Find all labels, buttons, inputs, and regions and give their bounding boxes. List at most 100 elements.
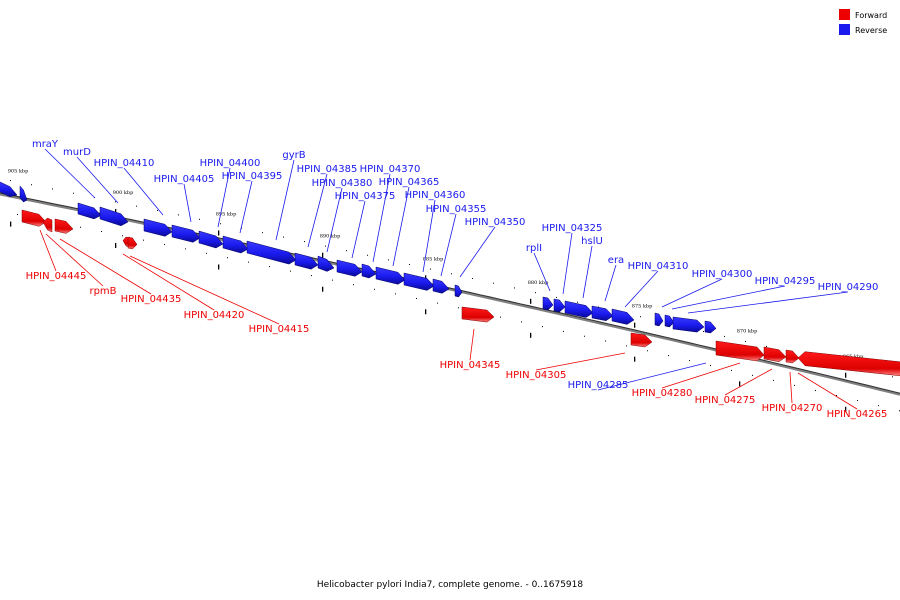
reverse-gene-arrow[interactable]: [77, 202, 102, 220]
minor-tick-below: [185, 248, 186, 250]
minor-tick-below: [563, 330, 564, 332]
feature-label[interactable]: gyrB: [282, 150, 305, 161]
reverse-gene-arrow[interactable]: [246, 240, 297, 265]
reverse-gene-arrow[interactable]: [198, 230, 224, 249]
reverse-gene-arrow[interactable]: [591, 305, 614, 321]
feature-label[interactable]: HPIN_04265: [827, 409, 888, 420]
forward-gene-arrow[interactable]: [763, 346, 787, 362]
reverse-gene-arrow[interactable]: [0, 181, 18, 197]
minor-tick-below: [143, 239, 144, 241]
reverse-gene-arrow[interactable]: [672, 316, 705, 333]
feature-label[interactable]: HPIN_04270: [762, 403, 823, 414]
minor-tick-above: [262, 232, 263, 234]
feature-label[interactable]: HPIN_04370: [360, 164, 421, 175]
major-tick-below: [845, 406, 847, 412]
feature-label[interactable]: murD: [63, 147, 91, 158]
feature-label[interactable]: HPIN_04420: [184, 310, 245, 321]
reverse-gene-arrow[interactable]: [171, 224, 201, 243]
feature-label[interactable]: HPIN_04360: [405, 190, 466, 201]
reverse-gene-arrow[interactable]: [664, 314, 675, 328]
feature-label[interactable]: HPIN_04415: [249, 324, 310, 335]
feature-label[interactable]: HPIN_04395: [222, 171, 283, 182]
minor-tick-above: [640, 316, 641, 318]
minor-tick-below: [542, 326, 543, 328]
forward-gene-arrow[interactable]: [461, 306, 495, 323]
reverse-gene-arrow[interactable]: [375, 266, 406, 285]
feature-label[interactable]: HPIN_04280: [632, 388, 693, 399]
feature-label[interactable]: HPIN_04385: [297, 164, 358, 175]
leader-line: [217, 167, 231, 228]
feature-label[interactable]: HPIN_04355: [426, 204, 487, 215]
minor-tick-below: [794, 384, 795, 386]
reverse-gene-arrow[interactable]: [294, 252, 319, 270]
minor-tick-above: [451, 273, 452, 275]
minor-tick-above: [367, 254, 368, 256]
major-tick-below: [634, 356, 636, 362]
feature-label[interactable]: HPIN_04400: [200, 158, 261, 169]
feature-label[interactable]: mraY: [32, 139, 59, 150]
forward-gene-arrow[interactable]: [797, 351, 900, 377]
minor-tick-above: [115, 201, 116, 203]
reverse-gene-arrow[interactable]: [454, 284, 463, 298]
feature-label[interactable]: HPIN_04345: [440, 360, 501, 371]
feature-label[interactable]: HPIN_04375: [335, 191, 396, 202]
minor-tick-below: [668, 355, 669, 357]
feature-label[interactable]: HPIN_04300: [692, 269, 753, 280]
minor-tick-below: [647, 350, 648, 352]
minor-tick-below: [290, 270, 291, 272]
leader-line: [535, 352, 626, 371]
leader-line: [307, 173, 328, 248]
feature-label[interactable]: HPIN_04305: [506, 370, 567, 381]
minor-tick-below: [80, 226, 81, 228]
forward-gene-arrow[interactable]: [785, 349, 800, 364]
scale-label: 880 kbp: [528, 280, 549, 286]
reverse-gene-arrow[interactable]: [553, 298, 566, 313]
feature-label[interactable]: HPIN_04410: [94, 158, 155, 169]
feature-label[interactable]: hslU: [581, 236, 603, 247]
leader-line: [671, 285, 786, 310]
feature-label[interactable]: HPIN_04295: [755, 276, 816, 287]
forward-gene-arrow[interactable]: [715, 340, 765, 362]
feature-label[interactable]: HPIN_04445: [26, 271, 87, 282]
reverse-gene-arrow[interactable]: [432, 278, 450, 294]
minor-tick-below: [248, 261, 249, 263]
feature-label[interactable]: HPIN_04325: [542, 223, 603, 234]
feature-label[interactable]: HPIN_04435: [121, 294, 182, 305]
feature-label[interactable]: HPIN_04275: [695, 395, 756, 406]
minor-tick-above: [535, 292, 536, 294]
reverse-gene-arrow[interactable]: [336, 259, 363, 277]
feature-label[interactable]: HPIN_04405: [154, 174, 215, 185]
reverse-gene-arrow[interactable]: [317, 255, 335, 272]
reverse-gene-arrow[interactable]: [99, 206, 129, 227]
feature-label[interactable]: HPIN_04380: [312, 178, 373, 189]
feature-label[interactable]: rplI: [526, 243, 542, 254]
forward-gene-arrow[interactable]: [21, 209, 47, 227]
feature-label[interactable]: era: [608, 255, 624, 266]
reverse-gene-arrow[interactable]: [143, 218, 173, 237]
feature-label[interactable]: HPIN_04350: [465, 217, 526, 228]
reverse-gene-arrow[interactable]: [654, 312, 664, 327]
feature-label[interactable]: HPIN_04365: [379, 177, 440, 188]
feature-label[interactable]: HPIN_04310: [628, 261, 689, 272]
reverse-legend-label: Reverse: [855, 26, 887, 35]
reverse-gene-arrow[interactable]: [704, 320, 717, 334]
feature-label[interactable]: rpmB: [89, 286, 116, 297]
reverse-gene-arrow[interactable]: [222, 235, 249, 254]
reverse-gene-arrow[interactable]: [361, 263, 377, 279]
major-tick-below: [425, 309, 427, 315]
reverse-gene-arrow[interactable]: [19, 185, 28, 203]
reverse-gene-arrow[interactable]: [542, 296, 554, 311]
minor-tick-below: [332, 279, 333, 281]
feature-label[interactable]: HPIN_04290: [818, 282, 879, 293]
forward-gene-arrow[interactable]: [127, 236, 138, 250]
reverse-gene-arrow[interactable]: [403, 272, 435, 291]
forward-gene-arrow[interactable]: [630, 332, 653, 348]
forward-gene-arrow[interactable]: [42, 217, 53, 233]
forward-gene-arrow[interactable]: [54, 218, 74, 234]
legend: Forward Reverse: [839, 9, 887, 35]
reverse-gene-arrow[interactable]: [564, 300, 594, 318]
reverse-gene-arrow[interactable]: [611, 308, 635, 325]
minor-tick-above: [220, 223, 221, 225]
feature-label[interactable]: HPIN_04285: [568, 380, 629, 391]
